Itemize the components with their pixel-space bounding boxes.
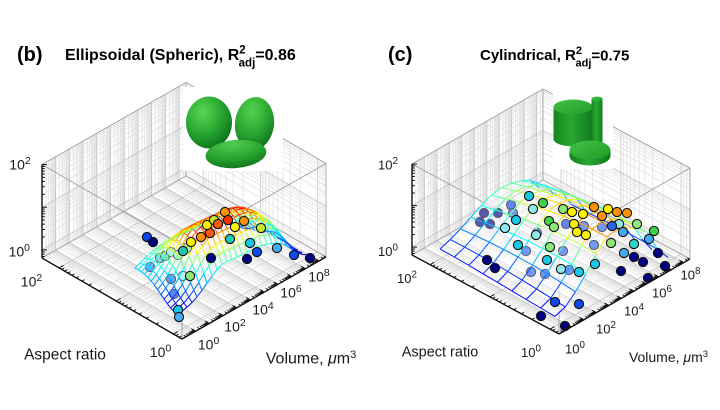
svg-text:(b): (b)	[17, 44, 43, 66]
svg-text:(c): (c)	[388, 44, 412, 66]
svg-text:Aspect ratio: Aspect ratio	[402, 345, 479, 361]
svg-text:Aspect ratio: Aspect ratio	[24, 347, 106, 364]
svg-text:Volume, μm3: Volume, μm3	[266, 349, 356, 368]
svg-text:Volume, μm3: Volume, μm3	[629, 349, 708, 365]
